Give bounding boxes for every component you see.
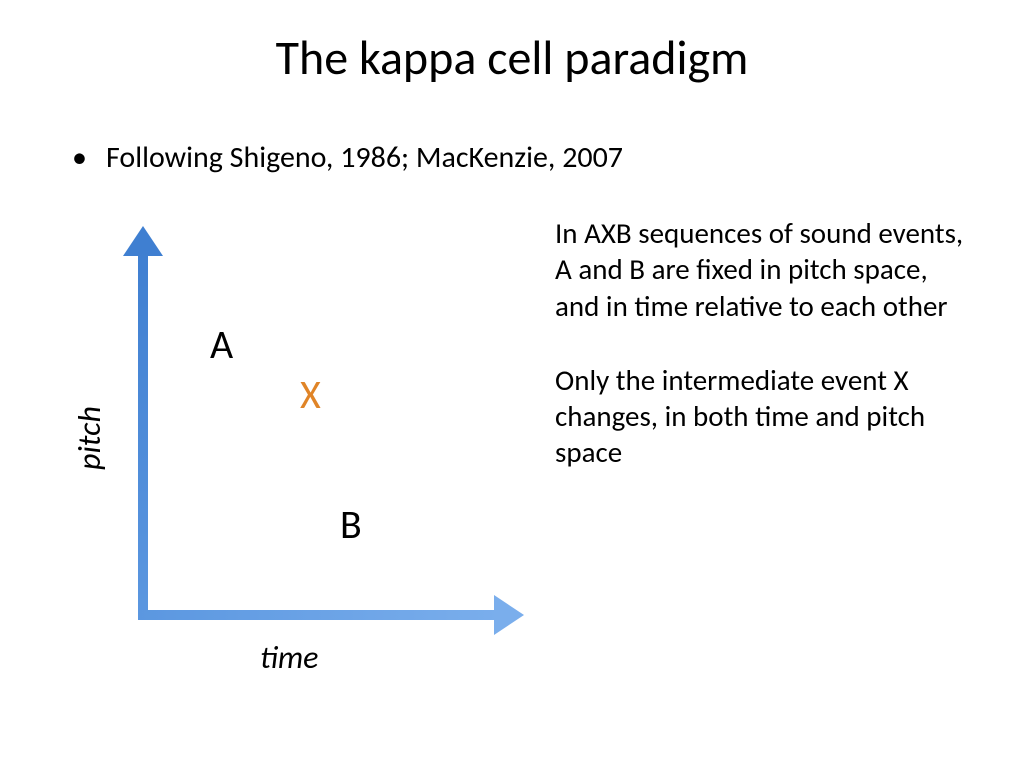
point-B-label: B: [340, 500, 362, 549]
body-paragraph-1: In AXB sequences of sound events, A and …: [555, 215, 975, 324]
x-axis-arrowhead-icon: [494, 595, 524, 635]
y-axis-label: pitch: [70, 406, 109, 470]
x-axis-label: time: [260, 638, 318, 677]
slide-title: The kappa cell paradigm: [0, 28, 1024, 87]
bullet-text: Following Shigeno, 1986; MacKenzie, 2007: [106, 140, 623, 176]
point-X-label: X: [300, 370, 321, 419]
pitch-time-diagram: pitch time A X B: [60, 220, 520, 690]
body-text: In AXB sequences of sound events, A and …: [555, 215, 975, 471]
x-axis-line: [138, 610, 500, 620]
bullet-item: • Following Shigeno, 1986; MacKenzie, 20…: [72, 140, 952, 176]
slide: The kappa cell paradigm • Following Shig…: [0, 0, 1024, 768]
body-paragraph-2: Only the intermediate event X changes, i…: [555, 362, 975, 471]
y-axis-line: [138, 250, 148, 620]
bullet-marker: •: [72, 140, 106, 176]
point-A-label: A: [210, 320, 233, 369]
